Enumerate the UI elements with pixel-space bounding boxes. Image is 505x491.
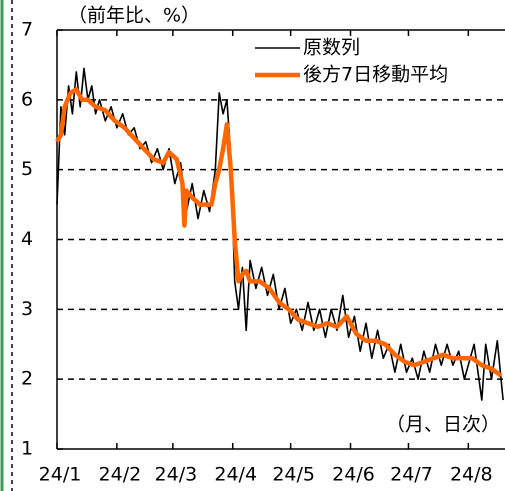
y-tick-label: 6 xyxy=(21,88,33,110)
chart-title: （前年比、%） xyxy=(68,5,200,27)
y-tick-label: 7 xyxy=(21,19,33,41)
series-line xyxy=(55,87,503,378)
y-tick-label: 3 xyxy=(21,298,33,320)
legend-label: 後方7日移動平均 xyxy=(303,64,448,86)
x-tick-label: 24/8 xyxy=(450,464,493,486)
y-tick-label: 1 xyxy=(21,438,33,460)
x-tick-label: 24/2 xyxy=(99,464,142,486)
y-tick-label: 2 xyxy=(21,368,33,390)
x-tick-label: 24/1 xyxy=(39,464,82,486)
legend-label: 原数列 xyxy=(303,37,360,59)
x-tick-label: 24/3 xyxy=(155,464,198,486)
y-tick-label: 5 xyxy=(21,158,33,180)
x-tick-label: 24/5 xyxy=(272,464,315,486)
x-tick-label: 24/6 xyxy=(332,464,375,486)
series-line xyxy=(56,67,504,401)
x-tick-label: 24/7 xyxy=(390,464,433,486)
y-tick-label: 4 xyxy=(21,228,33,250)
x-tick-label: 24/4 xyxy=(214,464,257,486)
x-unit: （月、日次） xyxy=(386,414,500,436)
